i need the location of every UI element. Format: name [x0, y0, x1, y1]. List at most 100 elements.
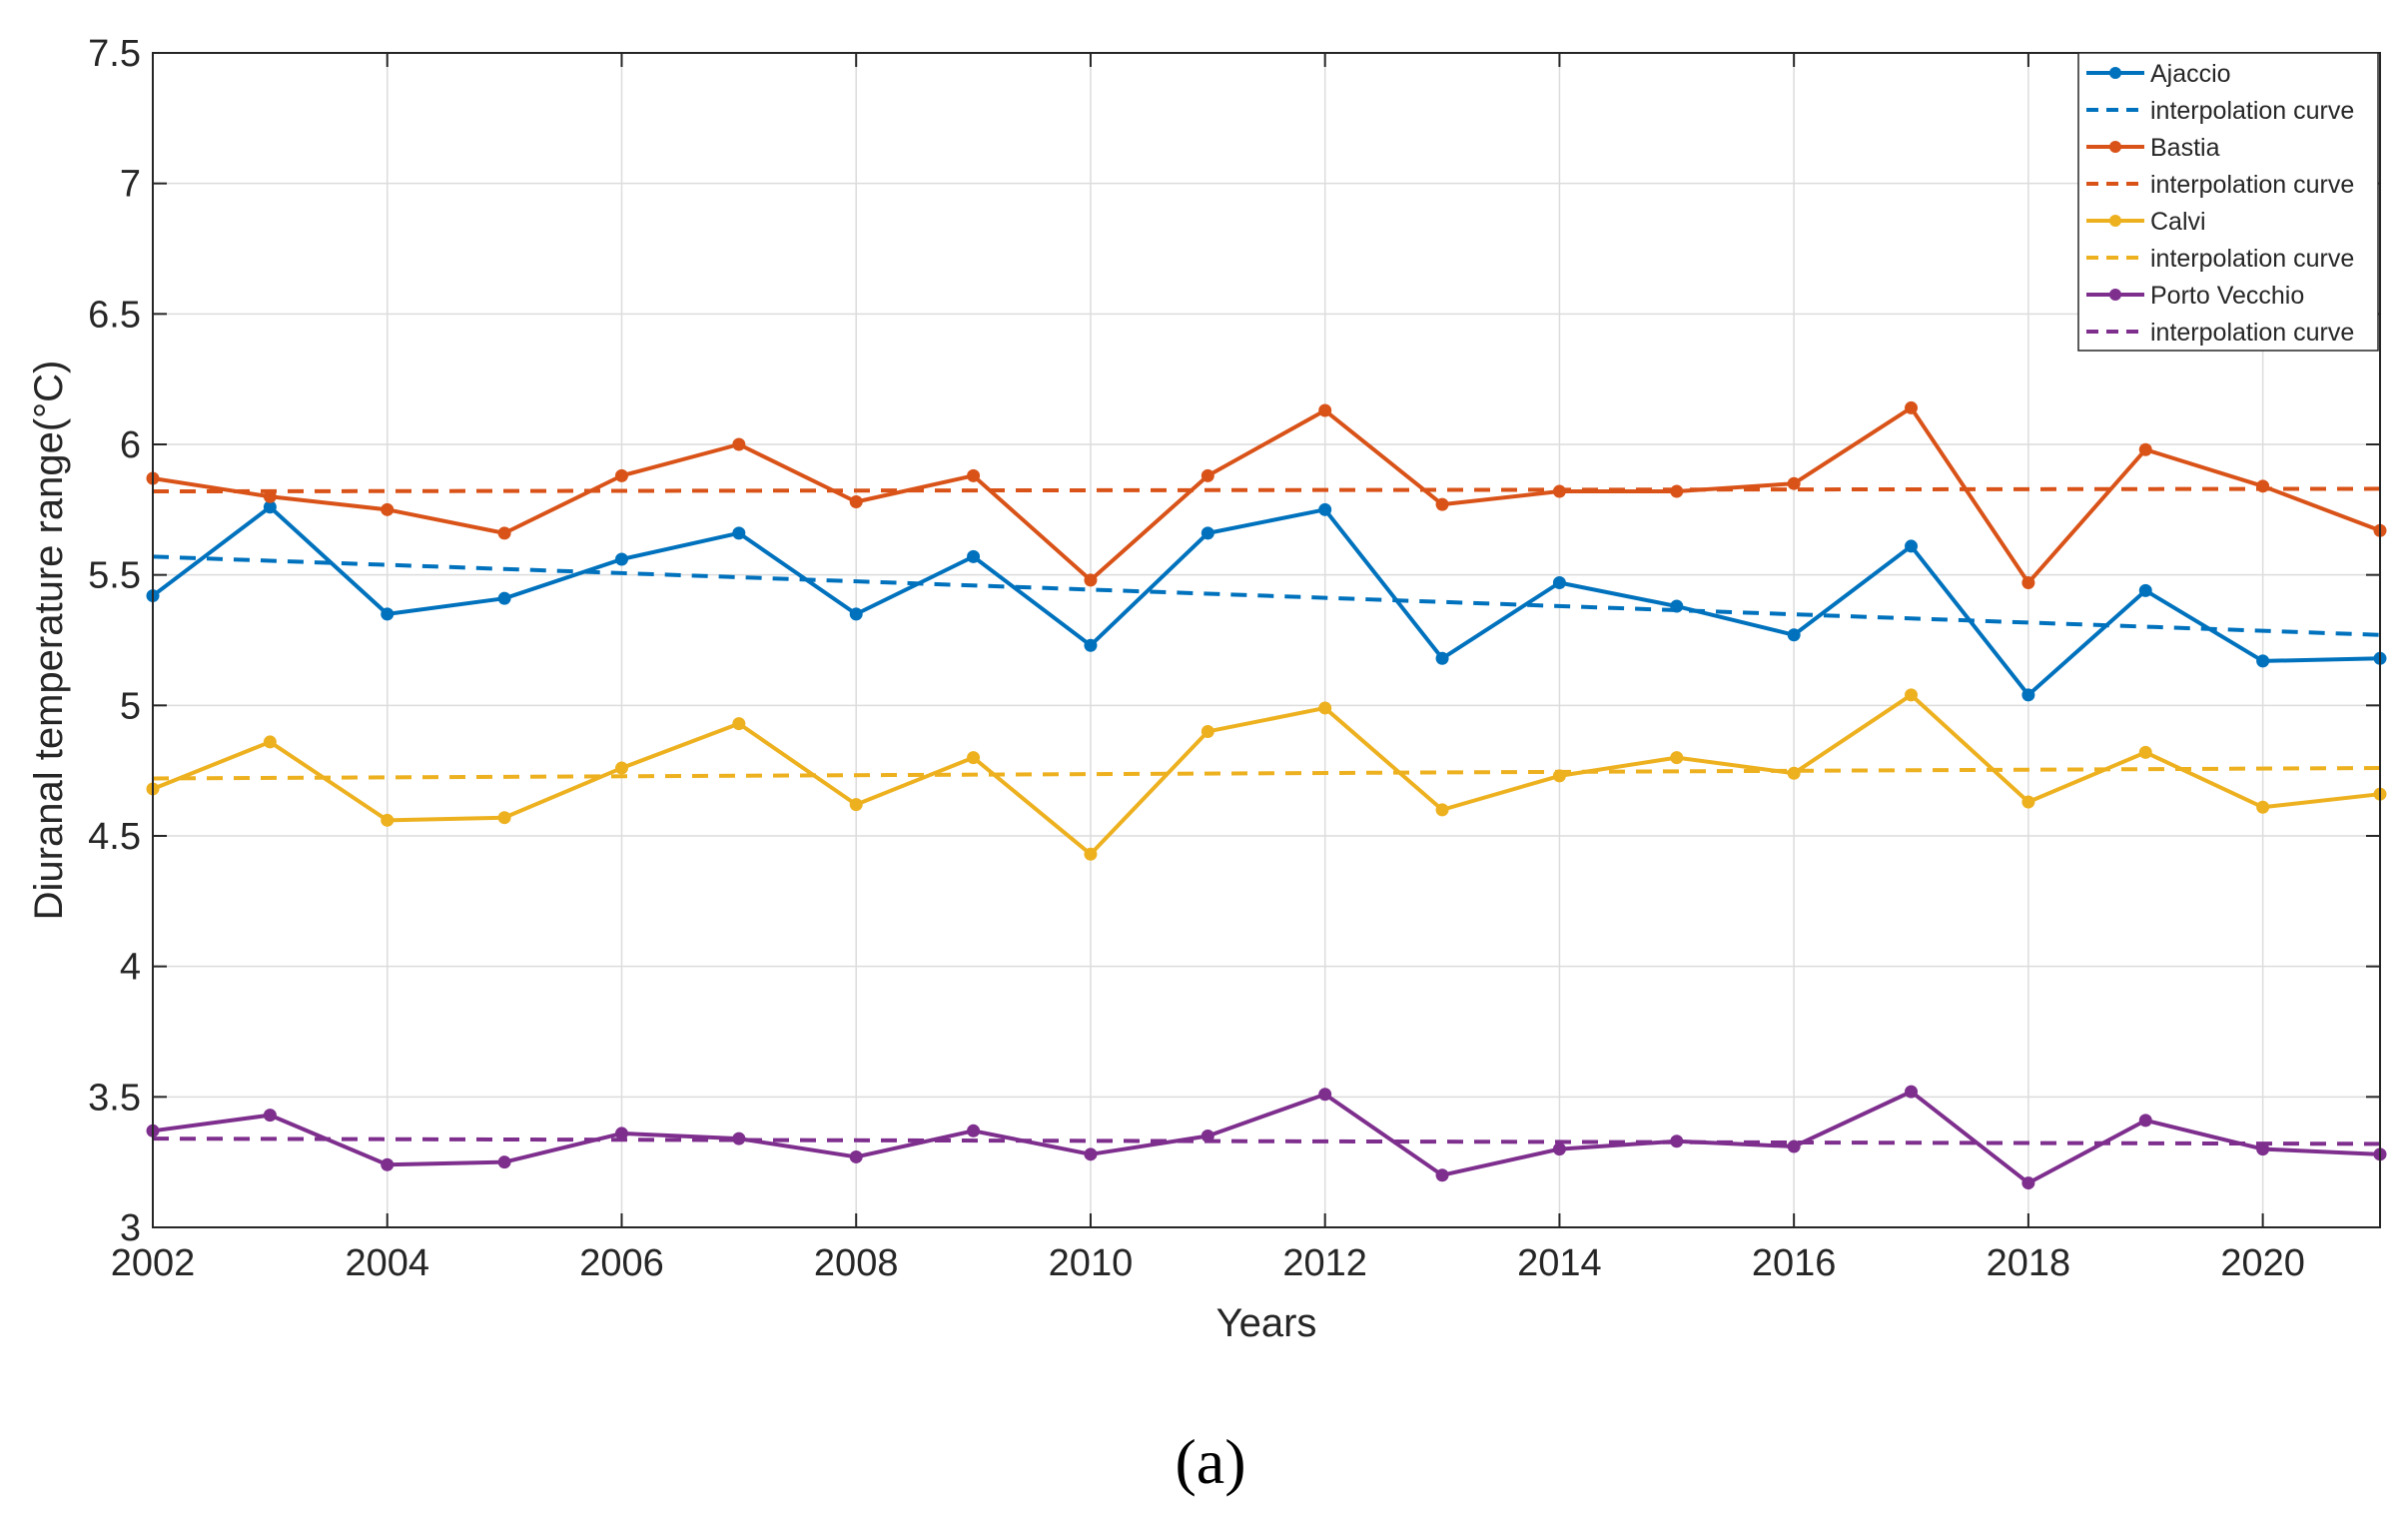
series-line-ajaccio: [151, 504, 2381, 697]
trend-lines: [152, 486, 2381, 1146]
data-point-porto-vecchio: [732, 1132, 746, 1145]
data-point-porto-vecchio: [2021, 1176, 2035, 1190]
data-point-calvi: [1084, 847, 1098, 861]
data-point-bastia: [1318, 403, 1332, 417]
legend-label-porto-vecchio: Porto Vecchio: [2150, 282, 2304, 310]
data-point-ajaccio: [1084, 638, 1098, 652]
data-point-bastia: [1552, 484, 1566, 498]
data-point-bastia: [2021, 576, 2035, 590]
data-point-bastia: [1670, 484, 1684, 498]
legend-marker-ajaccio: [2109, 67, 2121, 79]
series-ajaccio: [146, 500, 2387, 702]
data-point-ajaccio: [1201, 526, 1214, 540]
data-point-calvi: [2021, 795, 2035, 809]
legend-marker-calvi: [2109, 215, 2121, 227]
data-point-porto-vecchio: [1552, 1142, 1566, 1156]
data-point-ajaccio: [263, 500, 277, 514]
trend-line-calvi: [152, 766, 2381, 781]
y-tick-label: 5: [120, 685, 141, 727]
data-point-ajaccio: [614, 552, 628, 566]
data-point-calvi: [1670, 751, 1684, 765]
data-point-calvi: [1318, 701, 1332, 715]
legend-label-trend-bastia: interpolation curve: [2150, 171, 2354, 199]
data-point-porto-vecchio: [497, 1155, 511, 1169]
panel-label: (a): [1175, 1426, 1245, 1497]
legend-box: [2077, 52, 2379, 352]
data-point-calvi: [1905, 688, 1919, 702]
data-point-calvi: [263, 735, 277, 749]
data-point-porto-vecchio: [1201, 1130, 1214, 1143]
y-tick-label: 7.5: [88, 33, 141, 75]
data-point-ajaccio: [497, 591, 511, 605]
data-point-porto-vecchio: [1318, 1088, 1332, 1102]
data-point-porto-vecchio: [849, 1149, 863, 1163]
data-point-bastia: [263, 489, 277, 503]
data-point-ajaccio: [967, 549, 981, 563]
data-point-bastia: [614, 468, 628, 482]
y-tick-label: 3.5: [88, 1077, 141, 1119]
data-point-bastia: [732, 437, 746, 451]
data-point-bastia: [497, 526, 511, 540]
series-bastia: [146, 400, 2387, 590]
data-point-bastia: [1787, 476, 1801, 490]
data-point-ajaccio: [1787, 628, 1801, 642]
y-tick-label: 3: [120, 1207, 141, 1249]
legend-label-trend-porto-vecchio: interpolation curve: [2150, 319, 2354, 347]
y-tick-label: 6.5: [88, 294, 141, 336]
y-tick-label: 7: [120, 164, 141, 206]
data-point-bastia: [1201, 468, 1214, 482]
data-point-porto-vecchio: [1435, 1168, 1449, 1182]
data-point-bastia: [849, 494, 863, 508]
data-point-ajaccio: [1670, 599, 1684, 613]
data-point-porto-vecchio: [614, 1127, 628, 1140]
x-tick-label: 2018: [1987, 1242, 2071, 1284]
legend: Ajaccio interpolation curve Bastia interpol…: [2077, 52, 2379, 352]
data-point-ajaccio: [381, 607, 395, 621]
x-tick-label: 2014: [1517, 1242, 1602, 1284]
data-point-ajaccio: [732, 526, 746, 540]
x-tick-label: 2020: [2220, 1242, 2305, 1284]
y-tick-label: 4.5: [88, 816, 141, 858]
data-point-porto-vecchio: [2256, 1142, 2270, 1156]
data-point-bastia: [967, 468, 981, 482]
x-tick-label: 2012: [1282, 1242, 1367, 1284]
data-point-porto-vecchio: [1905, 1085, 1919, 1099]
legend-label-bastia: Bastia: [2150, 134, 2220, 162]
data-point-porto-vecchio: [1670, 1135, 1684, 1148]
data-point-porto-vecchio: [967, 1124, 981, 1137]
data-point-bastia: [1905, 400, 1919, 414]
data-point-bastia: [1084, 573, 1098, 587]
data-point-calvi: [381, 813, 395, 827]
y-axis-label: Diuranal temperature range(°C): [27, 361, 71, 921]
data-point-calvi: [614, 761, 628, 775]
legend-marker-bastia: [2109, 141, 2121, 153]
data-point-porto-vecchio: [1787, 1139, 1801, 1153]
data-point-calvi: [2138, 745, 2152, 759]
data-point-porto-vecchio: [381, 1157, 395, 1171]
data-point-ajaccio: [2021, 688, 2035, 702]
x-tick-label: 2010: [1049, 1242, 1134, 1284]
legend-label-trend-ajaccio: interpolation curve: [2150, 97, 2354, 125]
legend-marker-porto-vecchio: [2109, 289, 2121, 301]
series-line-bastia: [152, 405, 2381, 585]
data-point-bastia: [1435, 497, 1449, 511]
data-point-ajaccio: [2256, 654, 2270, 668]
y-tick-label: 4: [120, 947, 141, 989]
trend-line-ajaccio: [152, 554, 2381, 637]
y-tick-label: 5.5: [88, 555, 141, 597]
plot-area-frame: [152, 52, 2381, 1228]
x-tick-label: 2008: [814, 1242, 899, 1284]
series-line-porto-vecchio: [152, 1090, 2381, 1185]
data-series: [146, 400, 2387, 1190]
legend-label-calvi: Calvi: [2150, 208, 2206, 236]
series-porto-vecchio: [146, 1085, 2387, 1190]
x-tick-label: 2016: [1752, 1242, 1837, 1284]
data-point-calvi: [1435, 803, 1449, 817]
data-point-calvi: [849, 798, 863, 812]
data-point-calvi: [1787, 766, 1801, 780]
data-point-calvi: [497, 811, 511, 825]
trend-line-porto-vecchio: [152, 1136, 2381, 1146]
data-point-calvi: [732, 717, 746, 731]
data-point-ajaccio: [1435, 651, 1449, 665]
